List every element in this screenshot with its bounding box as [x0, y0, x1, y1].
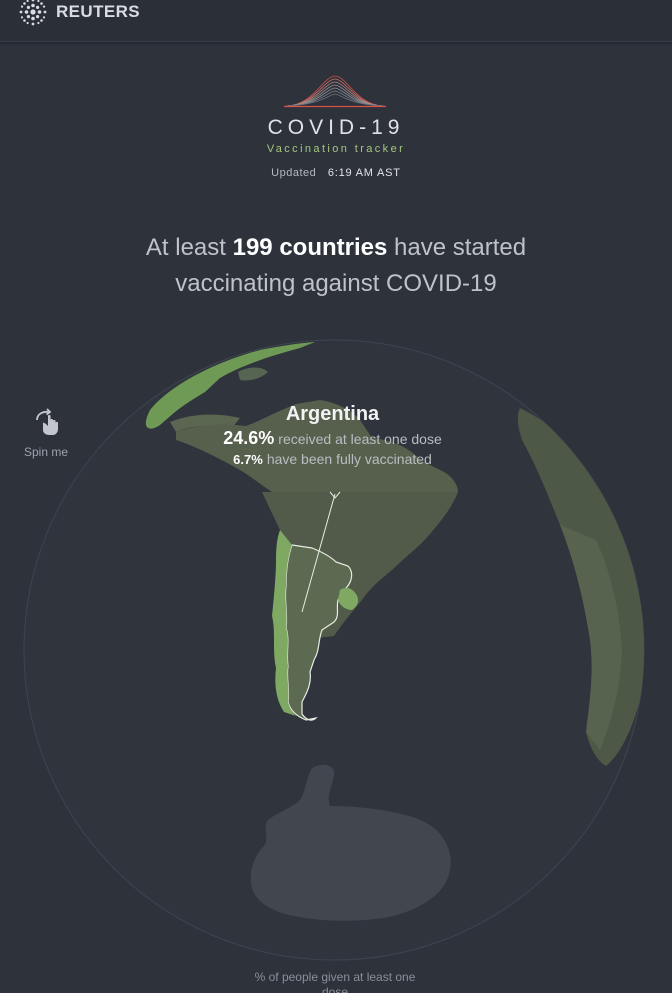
tooltip-pointer [329, 491, 341, 499]
tooltip-full-label: have been fully vaccinated [266, 451, 432, 467]
hand-rotate-icon [36, 408, 58, 435]
headline-highlight: 199 countries [232, 234, 388, 261]
updated-label: Updated [271, 167, 317, 179]
tooltip-full-value: 6.7% [233, 452, 263, 467]
greenland-land [238, 367, 268, 381]
top-bar: REUTERS [0, 0, 672, 42]
page-subtitle: Vaccination tracker [266, 143, 406, 155]
tooltip-one-dose-row: 24.6% received at least one dose [205, 428, 460, 449]
chile-land [272, 530, 296, 716]
central-america-land [176, 400, 458, 492]
tracker-emblem-icon [284, 75, 386, 108]
north-america-land [145, 342, 315, 429]
spin-label: Spin me [23, 445, 69, 459]
caribbean-land [170, 414, 240, 432]
tooltip-one-dose-value: 24.6% [223, 428, 275, 448]
page-title: COVID-19 [267, 116, 405, 139]
tooltip-one-dose-label: received at least one dose [278, 431, 442, 447]
globe-map[interactable] [0, 300, 672, 993]
country-tooltip: Argentina 24.6% received at least one dos… [205, 400, 460, 493]
antarctica-land [250, 764, 451, 921]
africa-edge-land [560, 525, 622, 750]
headline-prefix: At least [145, 234, 233, 261]
headline: At least 199 countries have started vacc… [86, 230, 586, 302]
tooltip-full-row: 6.7% have been fully vaccinated [205, 451, 460, 469]
updated-timestamp: Updated 6:19 AM AST [0, 167, 672, 179]
brand-name: REUTERS [56, 2, 141, 21]
headline-suffix: have started vaccinating against COVID-1… [175, 234, 527, 297]
reuters-dot-logo-icon [19, 0, 47, 26]
reuters-logo[interactable]: REUTERS [18, 0, 140, 27]
legend-caption: % of people given at least one dose [254, 970, 416, 993]
tooltip-country-name: Argentina [285, 403, 380, 425]
tooltip-leader-line [301, 493, 336, 613]
spin-control[interactable]: Spin me [18, 408, 74, 459]
updated-time: 6:19 AM AST [327, 167, 401, 179]
uruguay-land [338, 587, 359, 610]
